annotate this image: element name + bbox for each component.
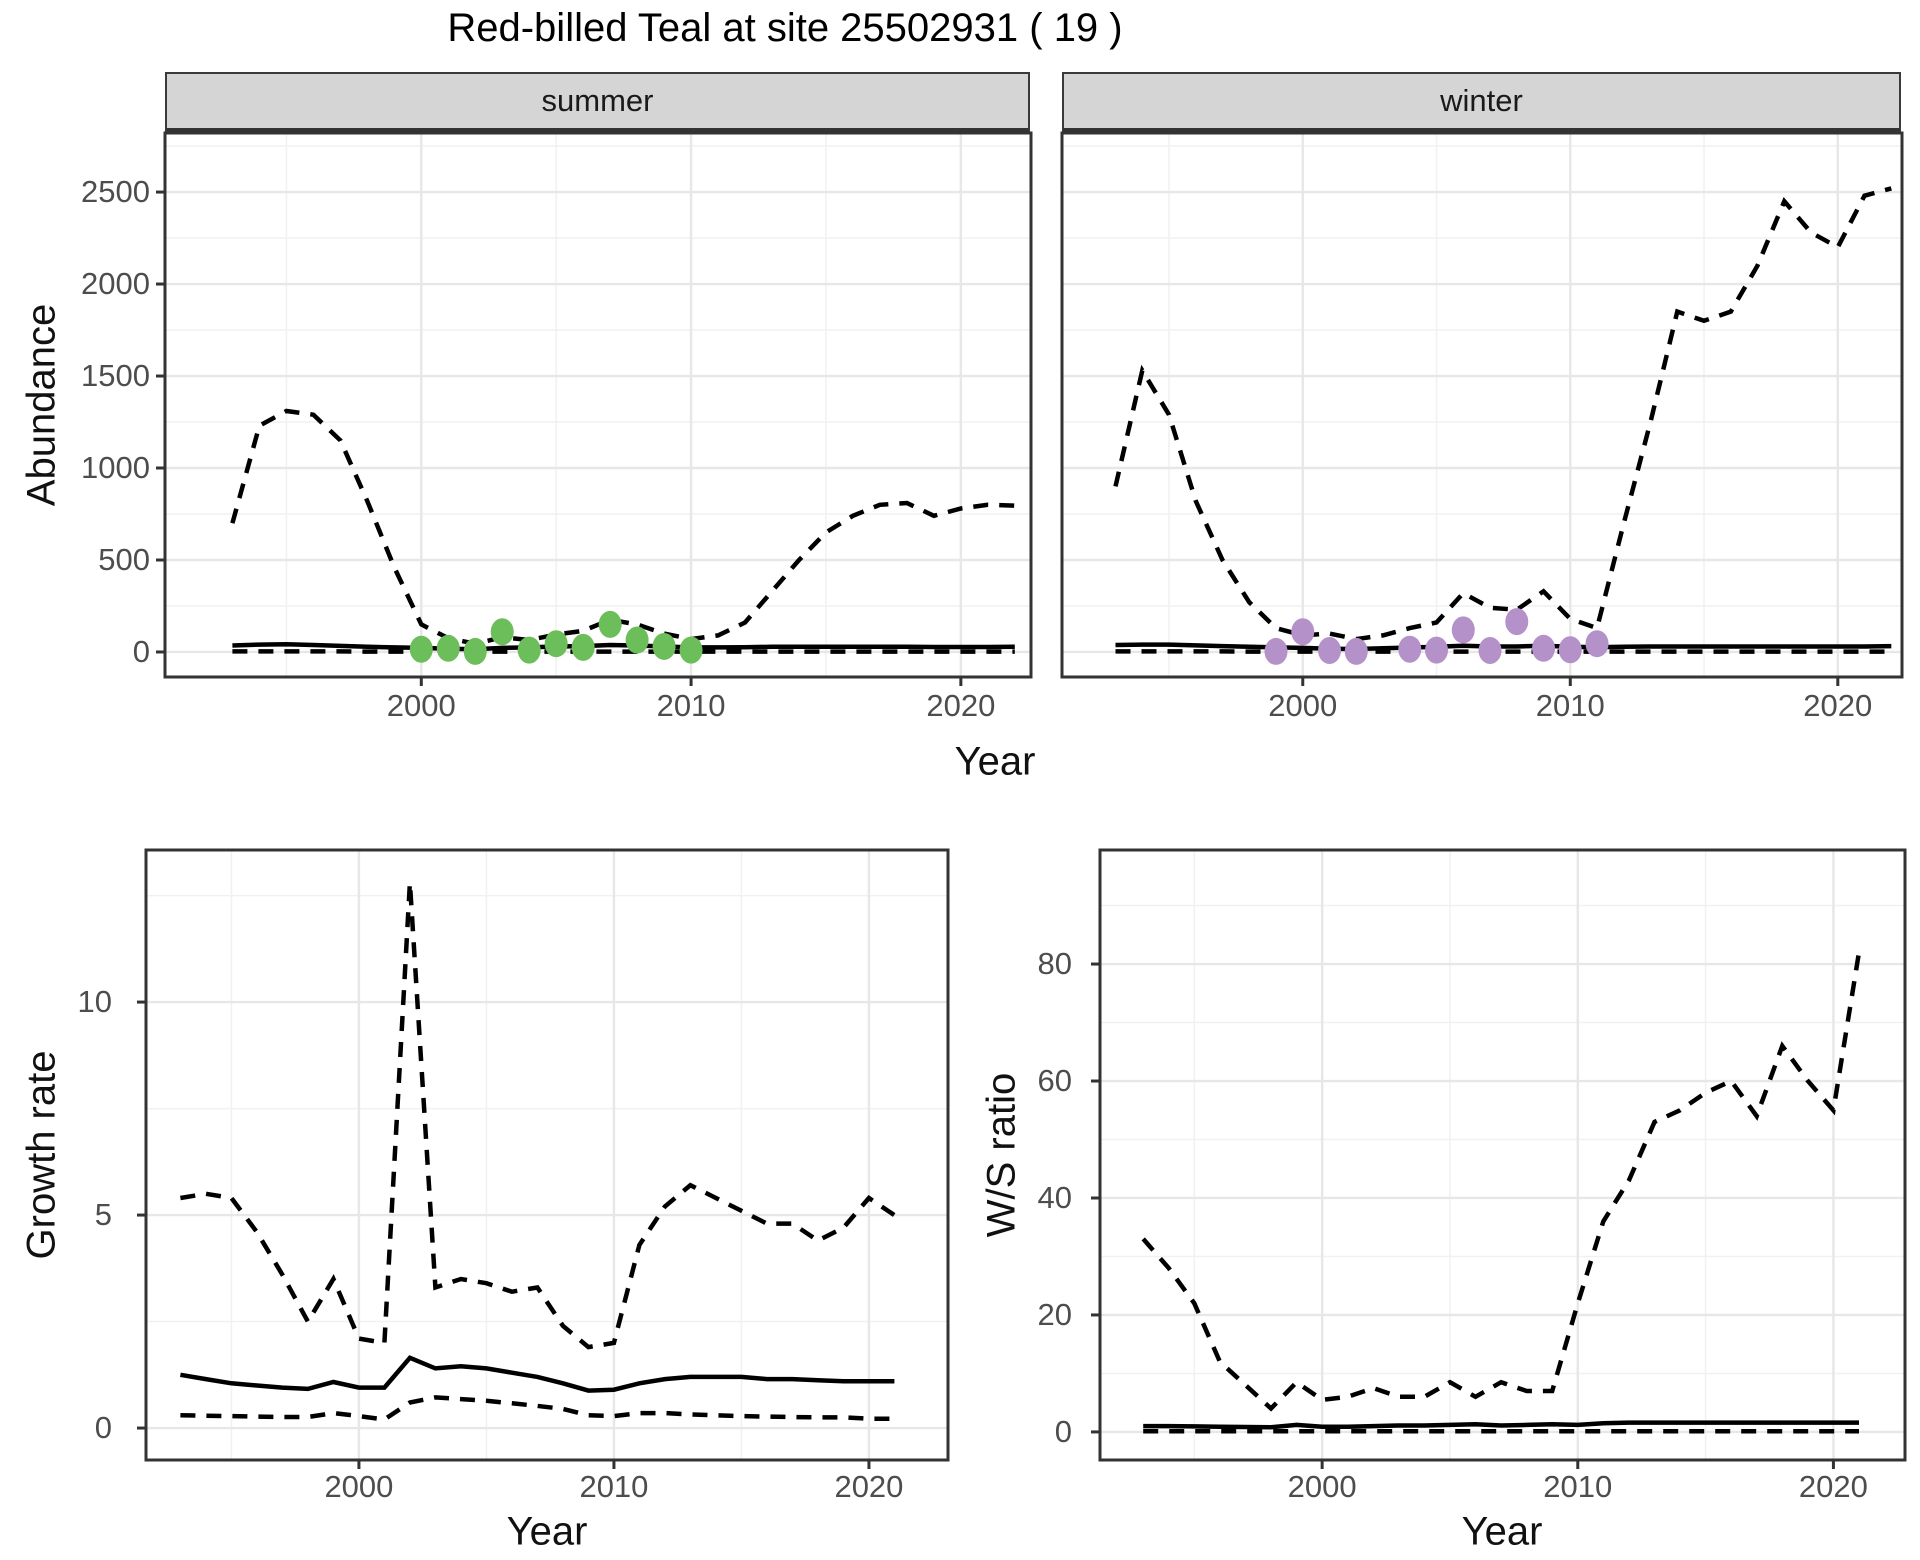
axis-ticks [1301, 677, 1840, 686]
y-tick-label: 2500 [81, 174, 150, 210]
gridlines-major [1100, 850, 1905, 1460]
x-tick-label: 2020 [834, 1469, 904, 1504]
gridlines-minor [146, 850, 948, 1460]
series-lines [1113, 186, 1892, 654]
observation-points [409, 610, 703, 665]
x-tick-label: 2020 [1803, 688, 1873, 723]
observation-point [517, 636, 541, 664]
y-tick-label: 10 [77, 984, 112, 1020]
y-tick-label: 1000 [81, 450, 150, 485]
upper_ci-line [180, 882, 896, 1350]
gridlines-minor [165, 133, 1031, 677]
upper_ci-line [1141, 951, 1862, 1412]
ws-x-axis-title: Year [1461, 1509, 1543, 1554]
x-tick-label: 2010 [1535, 688, 1605, 723]
observation-point [1451, 616, 1475, 644]
series-lines [230, 408, 1015, 654]
gridlines-major [1062, 133, 1902, 677]
x-tick-label: 2020 [926, 688, 996, 723]
y-tick-label: 20 [1037, 1296, 1072, 1332]
growth-x-axis-title: Year [506, 1509, 588, 1554]
gridlines-minor [1062, 133, 1902, 677]
observation-point [436, 634, 460, 662]
x-tick-label: 2010 [1543, 1469, 1613, 1504]
x-tick-label: 2000 [324, 1469, 394, 1504]
abundance-winter-chart [1060, 131, 1904, 686]
lower_ci-line [180, 1395, 895, 1422]
facet-strip-summer-label: summer [541, 83, 654, 118]
series-lines [180, 882, 896, 1422]
y-tick-label: 5 [94, 1197, 112, 1233]
observation-point [463, 637, 487, 665]
observation-point [1318, 637, 1342, 665]
median-line [232, 642, 1015, 652]
x-tick-label: 2000 [1268, 688, 1338, 723]
observation-point [625, 626, 649, 654]
observation-point [1532, 634, 1556, 662]
axis-ticks [137, 1000, 871, 1469]
observation-point [1264, 637, 1288, 665]
observation-points [1264, 608, 1609, 665]
y-tick-label: 1500 [81, 358, 150, 394]
y-tick-label: 0 [1054, 1413, 1072, 1449]
growth-rate-chart [137, 848, 950, 1469]
y-tick-label: 60 [1037, 1063, 1072, 1099]
top-x-axis-title: Year [954, 739, 1036, 784]
x-tick-label: 2010 [579, 1469, 649, 1504]
gridlines-minor [1100, 850, 1905, 1460]
observation-point [544, 630, 568, 658]
observation-point [1291, 618, 1315, 646]
series-lines [1141, 951, 1862, 1434]
y-tick-label: 40 [1037, 1179, 1072, 1215]
observation-point [1398, 635, 1422, 663]
median-line [1115, 642, 1892, 652]
observation-point [1344, 637, 1368, 665]
x-tick-label: 2020 [1798, 1469, 1868, 1504]
axis-ticks [156, 190, 963, 686]
y-tick-label: 2000 [81, 266, 150, 302]
observation-point [1585, 630, 1609, 658]
ws-ratio-axis-title: W/S ratio [979, 1072, 1024, 1238]
page-title: Red-billed Teal at site 25502931 ( 19 ) [447, 6, 1123, 50]
median-line [180, 1355, 895, 1393]
y-tick-label: 0 [94, 1410, 112, 1446]
observation-point [409, 635, 433, 663]
observation-point [1505, 608, 1529, 636]
x-tick-label: 2000 [386, 688, 456, 723]
ws-ratio-chart [1091, 848, 1907, 1469]
observation-point [1425, 636, 1449, 664]
x-tick-label: 2000 [1287, 1469, 1357, 1504]
facet-strip-winter-label: winter [1440, 83, 1523, 118]
y-tick-label: 80 [1037, 946, 1072, 982]
observation-point [571, 633, 595, 661]
abundance-axis-title: Abundance [19, 303, 64, 507]
y-tick-label: 0 [132, 633, 150, 669]
facet-strip-winter: winter [1062, 72, 1901, 133]
median-line [1143, 1420, 1859, 1430]
y-tick-label: 500 [98, 541, 150, 577]
observation-point [1478, 637, 1502, 665]
observation-point [679, 636, 703, 664]
upper_ci-line [1113, 186, 1892, 642]
observation-point [652, 632, 676, 660]
observation-point [598, 610, 622, 638]
x-tick-label: 2010 [656, 688, 726, 723]
abundance-summer-chart [156, 131, 1033, 686]
gridlines-major [146, 850, 948, 1460]
growth-rate-axis-title: Growth rate [19, 1050, 64, 1260]
observation-point [1558, 636, 1582, 664]
upper_ci-line [230, 408, 1015, 647]
observation-point [490, 618, 514, 646]
facet-strip-summer: summer [165, 72, 1030, 133]
axis-ticks [1091, 962, 1835, 1469]
